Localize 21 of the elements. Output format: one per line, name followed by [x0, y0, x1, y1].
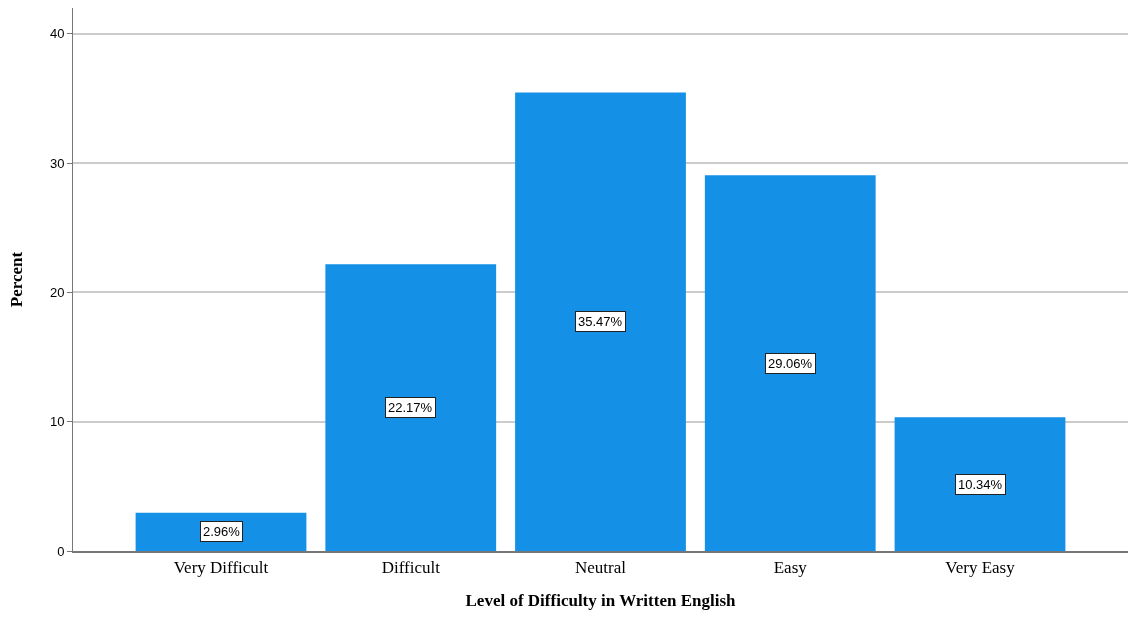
- x-tick-label: Easy: [773, 558, 808, 578]
- y-tick-label: 30: [49, 155, 65, 171]
- x-tick-label: Very Difficult: [173, 558, 269, 578]
- x-tick-label: Neutral: [575, 558, 627, 578]
- y-tick-label: 0: [57, 543, 65, 559]
- x-tick-label: Difficult: [381, 558, 441, 578]
- bar: [325, 264, 497, 551]
- bar: [515, 92, 686, 551]
- bar: [704, 175, 876, 551]
- y-tick-label: 40: [49, 26, 65, 42]
- y-axis-title: Percent: [7, 251, 27, 308]
- data-label: 22.17%: [388, 400, 433, 415]
- y-tick-label: 20: [49, 284, 65, 300]
- data-label: 10.34%: [958, 477, 1003, 492]
- bar: [894, 417, 1066, 551]
- y-tick-label: 10: [49, 414, 65, 430]
- data-label: 2.96%: [203, 524, 241, 539]
- data-label: 35.47%: [578, 314, 623, 329]
- x-tick-label: Very Easy: [945, 558, 1016, 578]
- data-label: 29.06%: [768, 356, 813, 371]
- x-axis-title: Level of Difficulty in Written English: [465, 591, 737, 611]
